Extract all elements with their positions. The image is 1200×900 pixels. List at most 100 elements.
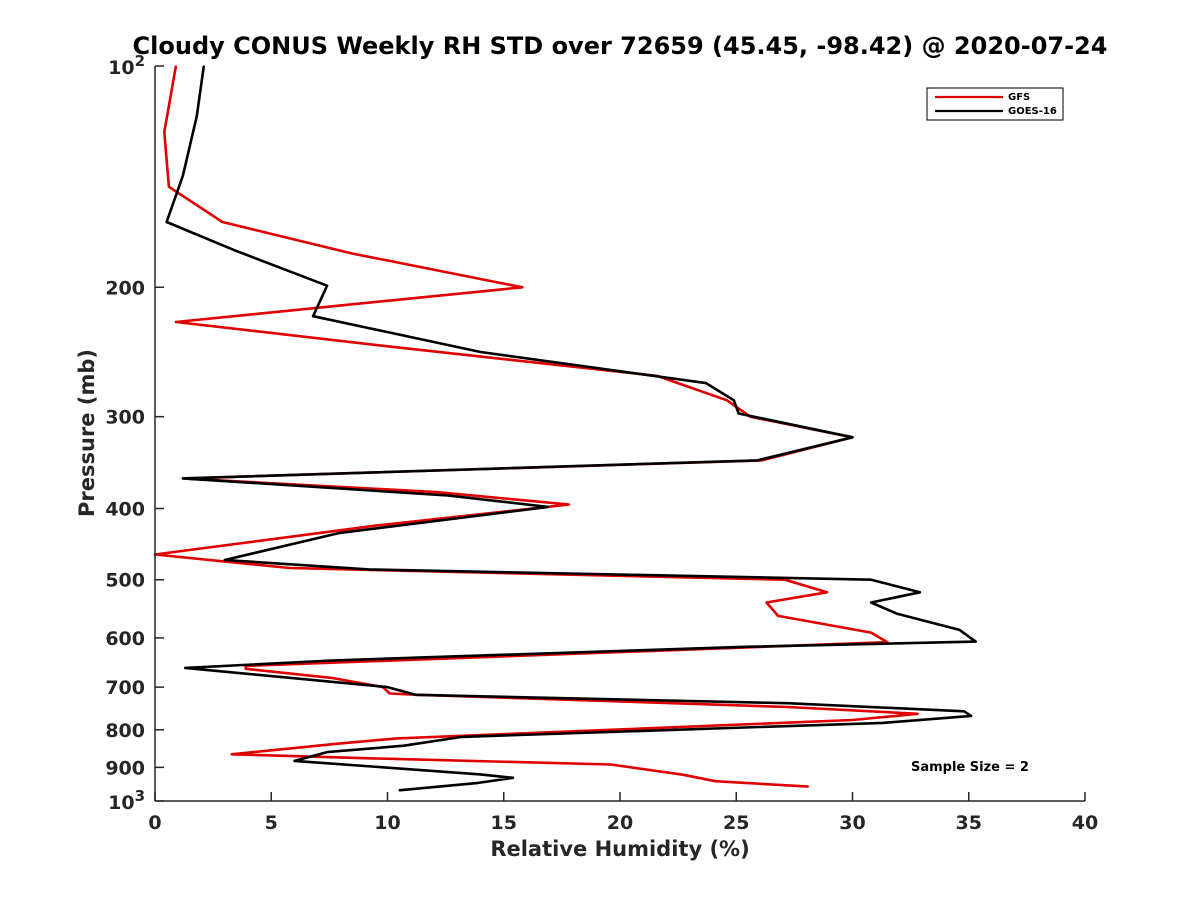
series-point-gfs (163, 131, 166, 133)
series-layer (153, 65, 978, 792)
series-point-goes16 (312, 315, 314, 318)
x-tick-label: 30 (839, 812, 865, 834)
series-point-gfs (375, 524, 377, 527)
series-point-gfs (786, 706, 789, 708)
y-tick-label: 200 (105, 277, 145, 299)
series-point-goes16 (974, 640, 977, 643)
series-point-gfs (351, 252, 354, 255)
series-point-gfs (396, 737, 398, 740)
series-point-gfs (784, 578, 786, 581)
y-tick-label: 103 (108, 787, 145, 814)
series-point-gfs (682, 773, 684, 776)
x-tick-label: 25 (723, 812, 749, 834)
series-point-gfs (916, 713, 919, 715)
series-point-goes16 (479, 351, 482, 353)
series-line-gfs (153, 65, 919, 788)
series-point-goes16 (196, 115, 198, 117)
series-point-gfs (851, 719, 854, 721)
series-point-goes16 (737, 412, 740, 415)
series-point-gfs (391, 346, 393, 348)
series-point-gfs (714, 780, 717, 782)
series-point-goes16 (919, 591, 921, 594)
legend-label-gfs: GFS (1008, 92, 1030, 103)
series-point-goes16 (182, 477, 184, 480)
series-point-goes16 (479, 773, 482, 776)
series-point-gfs (330, 677, 333, 679)
series-point-goes16 (870, 601, 872, 604)
series-point-gfs (726, 399, 728, 402)
series-point-gfs (435, 491, 438, 493)
series-point-goes16 (881, 722, 884, 724)
y-tick-label: 600 (105, 628, 145, 650)
y-tick-label: 102 (108, 52, 145, 79)
legend: GFS GOES-16 (926, 87, 1064, 121)
series-point-goes16 (330, 659, 333, 662)
series-point-goes16 (224, 559, 226, 561)
series-point-gfs (175, 321, 177, 323)
series-point-gfs (389, 692, 391, 695)
x-tick-label: 20 (607, 812, 633, 834)
series-point-gfs (521, 286, 524, 289)
series-point-goes16 (895, 612, 898, 615)
legend-label-goes16: GOES-16 (1008, 106, 1057, 117)
series-point-goes16 (756, 459, 758, 462)
series-point-goes16 (403, 744, 405, 747)
series-point-goes16 (851, 436, 854, 439)
series-point-gfs (221, 221, 224, 223)
y-tick-label: 800 (105, 720, 145, 742)
series-point-goes16 (182, 174, 184, 177)
x-tick-label: 40 (1072, 812, 1098, 834)
series-point-gfs (230, 753, 233, 756)
series-point-gfs (372, 757, 375, 760)
x-ticks: 0 5 10 15 20 25 30 35 40 (148, 792, 1098, 834)
series-point-goes16 (184, 667, 186, 669)
series-point-goes16 (547, 506, 549, 508)
series-point-gfs (609, 763, 612, 766)
series-point-gfs (777, 615, 779, 617)
plot-area (155, 66, 1085, 801)
x-tick-label: 15 (491, 812, 517, 834)
series-point-gfs (826, 591, 828, 594)
series-line-goes16 (165, 65, 978, 792)
series-point-gfs (289, 567, 291, 569)
series-point-goes16 (326, 284, 328, 287)
series-point-gfs (807, 785, 810, 788)
plot-background (155, 66, 1085, 801)
x-tick-label: 10 (374, 812, 400, 834)
series-point-goes16 (447, 494, 449, 497)
series-point-goes16 (233, 249, 235, 251)
series-point-goes16 (293, 760, 296, 762)
series-point-goes16 (414, 694, 417, 696)
series-point-goes16 (963, 710, 965, 713)
series-point-goes16 (368, 568, 370, 571)
series-point-gfs (765, 601, 768, 604)
y-ticks: 102 200 300 400 500 600 700 800 900 103 (105, 52, 164, 814)
series-point-gfs (168, 186, 170, 188)
series-point-gfs (244, 668, 247, 670)
y-tick-label: 300 (105, 407, 145, 429)
sample-size-annotation: Sample Size = 2 (911, 760, 1029, 775)
x-tick-label: 0 (148, 812, 161, 834)
y-axis-label: Pressure (mb) (75, 349, 99, 517)
series-point-goes16 (733, 399, 735, 402)
series-point-goes16 (705, 382, 707, 384)
series-point-goes16 (740, 646, 742, 648)
legend-box (926, 87, 1064, 121)
series-point-goes16 (461, 736, 463, 738)
series-point-goes16 (870, 578, 872, 581)
y-tick-label: 500 (105, 570, 145, 592)
y-tick-label: 400 (105, 499, 145, 521)
chart-title: Cloudy CONUS Weekly RH STD over 72659 (4… (133, 32, 1108, 60)
series-point-goes16 (386, 686, 389, 688)
series-point-goes16 (203, 65, 205, 67)
series-point-goes16 (512, 777, 514, 779)
series-point-gfs (335, 743, 338, 745)
series-point-gfs (870, 631, 872, 634)
series-point-goes16 (477, 782, 480, 784)
series-point-gfs (568, 503, 570, 506)
series-point-goes16 (958, 629, 961, 631)
series-point-goes16 (398, 789, 400, 792)
x-tick-label: 35 (956, 812, 982, 834)
series-point-goes16 (165, 221, 168, 223)
